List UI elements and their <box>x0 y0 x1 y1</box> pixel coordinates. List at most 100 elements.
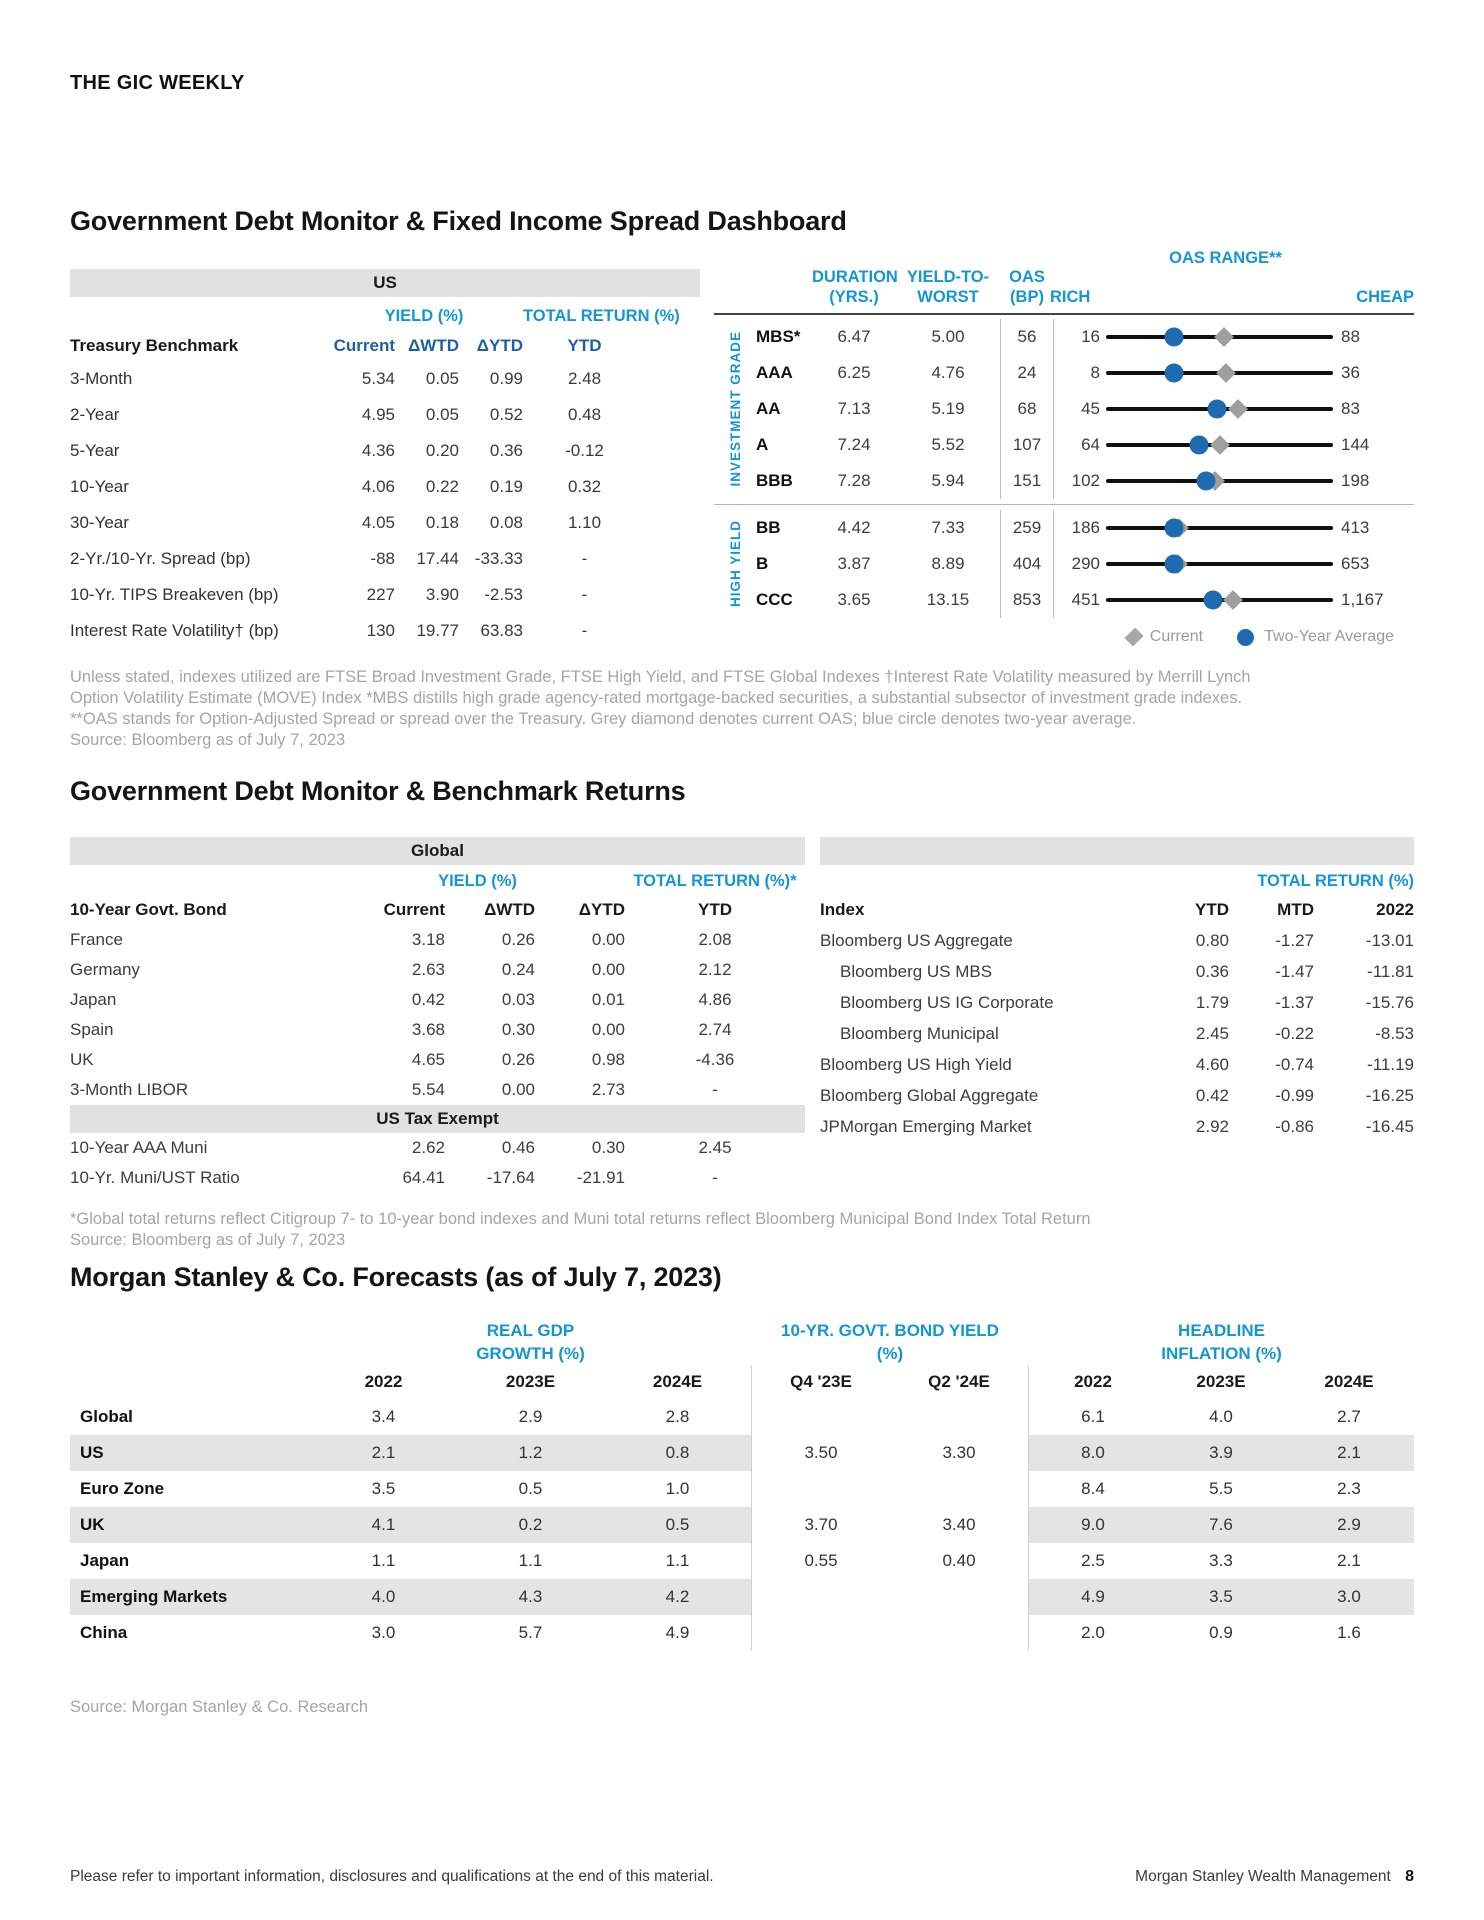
gdp-cells: US 2.1 1.2 0.8 <box>70 1435 751 1471</box>
inflation-cells: 8.0 3.9 2.1 <box>1029 1435 1414 1471</box>
table-row: 10-Year 4.06 0.22 0.19 0.32 <box>70 469 700 505</box>
ytw-value: 5.52 <box>931 435 965 454</box>
high-yield-group: HIGH YIELD BB 4.42 7.33 259 186 <box>714 510 1414 618</box>
mtd-value: -0.86 <box>1275 1116 1314 1136</box>
legend-average-label: Two-Year Average <box>1264 628 1394 645</box>
rating-label: MBS* <box>756 327 801 346</box>
year-header: 2022 <box>364 1372 403 1391</box>
range-min-value: 451 <box>1071 590 1100 609</box>
section-benchmark-returns: Government Debt Monitor & Benchmark Retu… <box>70 776 1414 1251</box>
inflation-cells: 8.4 5.5 2.3 <box>1029 1471 1414 1507</box>
oas-value: 151 <box>1000 463 1054 499</box>
oas-value: 853 <box>1000 582 1054 618</box>
two-year-average-circle-marker <box>1164 554 1184 574</box>
rating-label: AAA <box>756 363 793 382</box>
current-value: 2.62 <box>411 1138 445 1157</box>
row-label: 10-Yr. Muni/UST Ratio <box>70 1168 240 1187</box>
inflation-2022: 6.1 <box>1081 1407 1105 1426</box>
wtd-value: 0.26 <box>501 930 535 949</box>
inflation-2024e: 2.1 <box>1337 1551 1361 1570</box>
yield-group-header: YIELD (%) <box>384 306 464 325</box>
ytd-return-value: - <box>581 585 588 604</box>
2022-value: -13.01 <box>1365 930 1414 950</box>
inflation-2024e: 2.1 <box>1337 1443 1361 1462</box>
legend-two-year-average: Two-Year Average <box>1237 628 1394 646</box>
ytd-return-value: 2.45 <box>698 1138 732 1157</box>
bond-q2-24e: 3.30 <box>942 1443 976 1462</box>
bond-header-line1: 10-YR. GOVT. BOND YIELD <box>781 1321 999 1340</box>
col-header-treasury-benchmark: Treasury Benchmark <box>70 336 239 355</box>
gdp-2023e: 0.2 <box>518 1515 543 1534</box>
inflation-2023e: 3.9 <box>1209 1443 1233 1462</box>
range-min-value: 186 <box>1071 518 1100 537</box>
two-year-average-circle-marker <box>1164 363 1184 383</box>
ytd-value: 0.00 <box>591 1020 625 1039</box>
oas-range-plot <box>1106 546 1333 582</box>
current-value: 4.06 <box>361 477 395 496</box>
ytd-value: 0.99 <box>489 369 523 388</box>
row-label: Bloomberg Municipal <box>840 1023 999 1043</box>
footer-brand: Morgan Stanley Wealth Management 8 <box>1135 1868 1414 1886</box>
ytd-return-value: 1.10 <box>567 513 602 532</box>
mtd-value: -1.37 <box>1275 992 1314 1012</box>
mtd-value: -0.99 <box>1275 1085 1314 1105</box>
row-label: France <box>70 930 123 949</box>
2022-value: -15.76 <box>1365 992 1414 1012</box>
range-min-value: 16 <box>1081 327 1100 346</box>
table-row: 10-Yr. Muni/UST Ratio 64.41 -17.64 -21.9… <box>70 1163 805 1193</box>
ytd-return-value: - <box>712 1168 718 1187</box>
gdp-2024e: 1.0 <box>665 1479 690 1498</box>
forecast-group-headers: REAL GDP GROWTH (%) 10-YR. GOVT. BOND YI… <box>70 1319 1414 1365</box>
total-return-group-header: TOTAL RETURN (%) <box>1257 871 1414 890</box>
oas-value: 24 <box>1000 355 1054 391</box>
wtd-value: 0.00 <box>501 1080 535 1099</box>
range-max-value: 83 <box>1341 399 1360 418</box>
rating-label: BB <box>756 518 781 537</box>
ytd-value: 0.00 <box>591 960 625 979</box>
duration-value: 6.25 <box>837 363 871 382</box>
table-row: 30-Year 4.05 0.18 0.08 1.10 <box>70 505 700 541</box>
col-header-wtd: ΔWTD <box>484 900 535 919</box>
ytd-return-value: 2.48 <box>567 369 602 388</box>
inflation-2023e: 3.5 <box>1209 1587 1233 1606</box>
year-header: 2023E <box>505 1372 556 1391</box>
spacer <box>70 1319 310 1365</box>
source-line: Source: Bloomberg as of July 7, 2023 <box>70 731 346 749</box>
row-label: Japan <box>80 1551 130 1570</box>
gdp-cells: Japan 1.1 1.1 1.1 <box>70 1543 751 1579</box>
footnote-line: **OAS stands for Option-Adjusted Spread … <box>70 710 1137 728</box>
duration-value: 4.42 <box>837 518 871 537</box>
us-band-label: US <box>70 269 700 297</box>
rating-label: CCC <box>756 590 793 609</box>
row-label: JPMorgan Emerging Market <box>820 1116 1032 1136</box>
dashboard-header: DURATION (YRS.) YIELD-TO- WORST OAS (BP)… <box>714 249 1414 315</box>
ytw-value: 7.33 <box>931 518 965 537</box>
forecast-year-headers: 2022 2023E 2024E Q4 '23E Q2 '24E 2022 20… <box>70 1365 1414 1399</box>
range-bar <box>1106 562 1333 566</box>
wtd-value: 0.46 <box>501 1138 535 1157</box>
global-band-label: Global <box>70 837 805 865</box>
current-value: 4.65 <box>411 1050 445 1069</box>
inflation-2024e: 2.9 <box>1337 1515 1361 1534</box>
row-label: US <box>80 1443 104 1462</box>
footnote-line: Unless stated, indexes utilized are FTSE… <box>70 668 1251 686</box>
treasury-rows: 3-Month 5.34 0.05 0.99 2.48 2-Year 4.95 … <box>70 361 700 649</box>
bond-yield-cells: 3.50 3.30 <box>751 1435 1029 1471</box>
mtd-value: -0.22 <box>1275 1023 1314 1043</box>
table-row: Bloomberg Global Aggregate 0.42 -0.99 -1… <box>820 1080 1414 1111</box>
inflation-2022: 4.9 <box>1081 1587 1105 1606</box>
table-row: UK 4.65 0.26 0.98 -4.36 <box>70 1045 805 1075</box>
col-header-ytd-return: YTD <box>698 900 732 919</box>
bond-yield-cells <box>751 1471 1029 1507</box>
bond-yield-cells <box>751 1615 1029 1651</box>
table-row: 3-Month LIBOR 5.54 0.00 2.73 - <box>70 1075 805 1105</box>
group-divider <box>714 504 1414 505</box>
row-label: Germany <box>70 960 140 979</box>
range-max-value: 653 <box>1341 554 1370 573</box>
inflation-header-line2: INFLATION (%) <box>1161 1344 1282 1363</box>
ytd-return-value: 4.86 <box>698 990 732 1009</box>
table-row: 10-Year AAA Muni 2.62 0.46 0.30 2.45 <box>70 1133 805 1163</box>
row-label: UK <box>80 1515 105 1534</box>
gdp-2023e: 5.7 <box>518 1623 543 1642</box>
wtd-value: 17.44 <box>416 549 459 568</box>
